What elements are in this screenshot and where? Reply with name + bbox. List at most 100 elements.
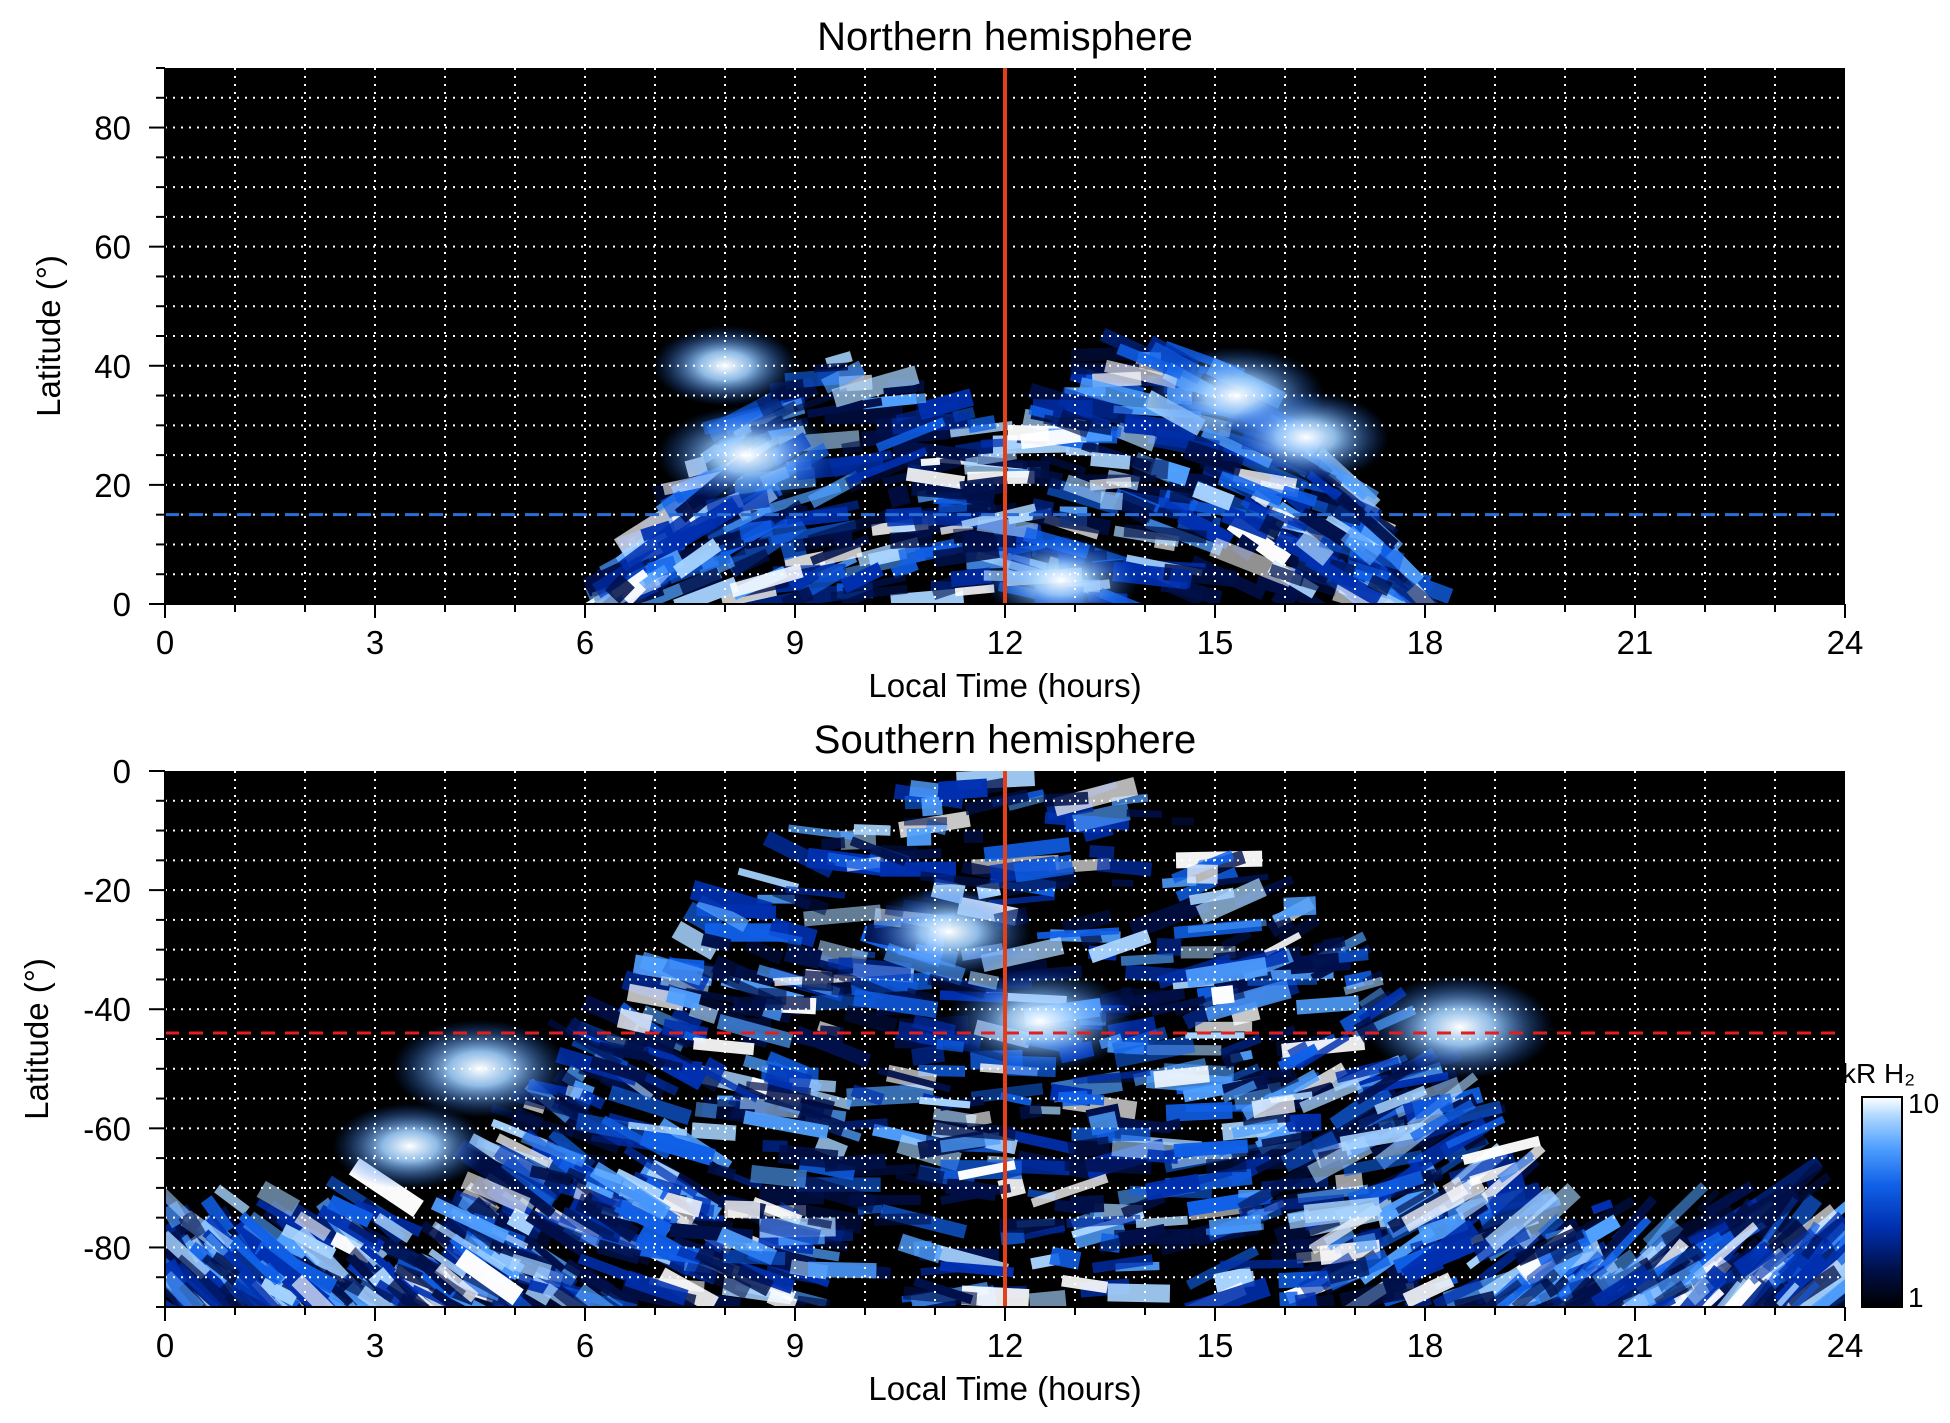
emission-streak: [1693, 1222, 1759, 1281]
emission-streak: [1448, 1151, 1517, 1185]
emission-streak: [1496, 1151, 1536, 1184]
emission-streak: [672, 538, 722, 579]
emission-streak: [639, 1128, 716, 1166]
emission-streak: [578, 1089, 606, 1110]
emission-streak: [1192, 481, 1235, 511]
emission-streak: [1642, 1182, 1709, 1247]
emission-streak: [1001, 1127, 1077, 1155]
y-tick-label: 60: [94, 229, 131, 266]
emission-streak: [434, 1263, 479, 1303]
emission-streak: [867, 545, 908, 567]
bright-spot: [946, 969, 1134, 1074]
emission-streak: [520, 1131, 587, 1168]
emission-streak: [707, 1162, 737, 1181]
emission-streak: [1073, 1220, 1127, 1249]
emission-streak: [615, 1168, 664, 1199]
emission-streak: [1061, 1274, 1109, 1294]
emission-streak: [605, 573, 635, 604]
emission-streak: [1329, 1082, 1392, 1133]
emission-streak: [722, 1249, 786, 1266]
emission-streak: [1146, 1149, 1179, 1164]
emission-streak: [820, 963, 896, 1001]
emission-streak: [614, 1198, 672, 1238]
emission-streak: [768, 917, 818, 948]
emission-streak: [1247, 501, 1309, 532]
emission-streak: [1279, 1291, 1299, 1307]
emission-streak: [596, 1239, 642, 1265]
emission-streak: [1171, 817, 1194, 826]
emission-streak: [1100, 491, 1124, 511]
emission-streak: [762, 830, 836, 878]
emission-streak: [1019, 1103, 1043, 1120]
emission-streak: [1705, 1269, 1737, 1294]
emission-streak: [920, 457, 941, 467]
emission-map: [572, 325, 1464, 604]
emission-streak: [915, 1165, 945, 1186]
emission-streak: [1590, 1265, 1652, 1307]
emission-streak: [703, 1056, 727, 1078]
emission-streak: [1367, 574, 1393, 597]
emission-streak: [406, 1253, 466, 1298]
axis-ticks: 0 3 6 9 12 15 18 21 24 0 -20 -40 -60 -80: [83, 753, 1863, 1364]
emission-streak: [807, 1261, 877, 1279]
emission-streak: [1511, 1182, 1581, 1250]
emission-streak: [1071, 802, 1131, 833]
emission-streak: [729, 548, 771, 577]
emission-streak: [229, 1280, 268, 1307]
emission-streak: [1210, 985, 1235, 1005]
emission-streak: [1113, 490, 1156, 523]
emission-streak: [1107, 1283, 1171, 1303]
emission-streak: [853, 824, 891, 836]
emission-streak: [770, 500, 803, 525]
emission-streak: [1403, 1255, 1445, 1283]
emission-streak: [1296, 995, 1360, 1015]
emission-streak: [237, 1268, 302, 1307]
emission-streak: [665, 986, 702, 1011]
emission-streak: [294, 1211, 331, 1242]
x-tick-label: 0: [156, 1327, 174, 1364]
emission-streak: [1263, 1194, 1345, 1212]
emission-streak: [1261, 1130, 1313, 1148]
bright-spot: [1366, 975, 1554, 1080]
emission-streak: [777, 1144, 839, 1169]
emission-streak: [693, 1037, 755, 1056]
y-tick-label: 0: [113, 586, 131, 623]
emission-streak: [1340, 525, 1383, 566]
emission-streak: [490, 1163, 556, 1218]
emission-streak: [693, 1259, 752, 1300]
emission-streak: [1776, 1282, 1800, 1307]
emission-streak: [766, 1289, 798, 1307]
emission-streak: [883, 384, 918, 396]
emission-streak: [1633, 1269, 1662, 1295]
emission-streak: [627, 1121, 688, 1137]
emission-streak: [1511, 1268, 1561, 1307]
emission-streak: [756, 482, 842, 518]
x-tick-label: 18: [1407, 624, 1444, 661]
y-axis-label: Latitude (°): [18, 958, 55, 1120]
emission-streak: [873, 1212, 932, 1226]
emission-streak: [807, 1216, 833, 1229]
emission-streak: [1126, 809, 1163, 819]
emission-streak: [205, 1232, 229, 1256]
bright-spot: [983, 537, 1139, 604]
emission-streak: [200, 1195, 235, 1235]
emission-streak: [957, 1160, 1016, 1181]
emission-streak: [919, 1096, 971, 1109]
emission-streak: [887, 484, 911, 508]
emission-streak: [579, 1267, 615, 1300]
emission-streak: [1649, 1295, 1677, 1307]
emission-streak: [1592, 1249, 1642, 1293]
emission-streak: [573, 1080, 595, 1094]
emission-streak: [1487, 1182, 1544, 1216]
y-tick-label: 0: [113, 753, 131, 790]
emission-streak: [1220, 1048, 1244, 1069]
emission-streak: [1028, 1289, 1067, 1307]
bright-spot: [391, 1019, 569, 1118]
emission-streak: [291, 1274, 353, 1307]
emission-streak: [809, 534, 871, 566]
emission-streak: [1057, 387, 1134, 428]
emission-streak: [1287, 1043, 1320, 1067]
emission-streak: [1195, 1021, 1253, 1032]
emission-streak: [1417, 1212, 1469, 1245]
emission-streak: [1461, 1135, 1541, 1165]
